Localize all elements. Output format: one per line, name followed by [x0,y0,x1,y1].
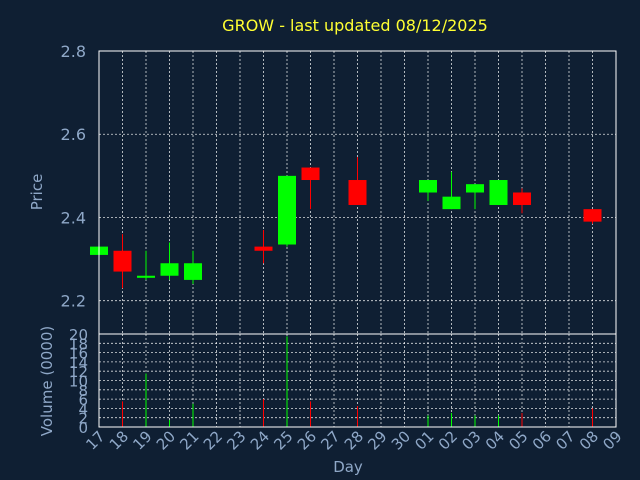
x-tick-label: 18 [106,427,132,453]
candle-body [137,275,155,278]
x-tick-label: 19 [129,427,155,453]
x-tick-label: 09 [599,427,625,453]
x-tick-label: 02 [435,427,461,453]
candle-body [254,246,273,251]
x-tick-label: 08 [576,427,602,453]
candle-04 [489,180,508,205]
candle-25 [278,175,296,247]
candle-01 [419,180,437,201]
candle-03 [466,184,484,210]
price-panel: 2.2 2.4 2.6 2.8 [61,42,617,335]
x-tick-label: 28 [341,427,367,453]
candle-21 [184,250,202,285]
x-tick-label: 25 [270,427,296,453]
price-tick-label: 2.8 [61,42,86,61]
candle-26 [301,167,320,210]
volume-tick-label: 8 [78,382,88,400]
candle-28 [348,157,367,205]
volume-tick-label: 10 [69,373,88,391]
x-axis-label: Day [333,458,363,476]
x-tick-label: 23 [223,427,249,453]
volume-axis-label: Volume (0000) [38,326,56,436]
x-tick-label: 30 [388,427,414,453]
candle-body [348,180,367,205]
volume-tick-label: 4 [78,400,88,418]
chart-title: GROW - last updated 08/12/2025 [222,16,488,35]
volume-tick-label: 20 [69,326,88,344]
x-tick-label: 05 [505,427,531,453]
volume-tick-label: 18 [69,335,88,353]
price-axis-label: Price [28,174,46,211]
candle-08 [583,209,602,224]
volume-frame [98,333,617,428]
volume-tick-label: 6 [78,391,88,409]
price-tick-label: 2.4 [61,208,86,227]
candle-body [583,209,602,222]
volume-tick-label: 12 [69,363,88,381]
x-tick-label: 27 [317,427,343,453]
x-tick-label: 04 [482,427,508,453]
x-tick-label: 24 [247,427,273,453]
candle-19 [137,250,155,280]
candle-body [278,175,296,245]
x-tick-label: 07 [552,427,578,453]
x-tick-label: 26 [294,427,320,453]
volume-tick-label: 2 [78,410,88,428]
candle-body [489,180,508,205]
candle-18 [113,234,132,289]
x-tick-label: 22 [200,427,226,453]
x-tick-label: 20 [153,427,179,453]
volume-tick-label: 14 [69,354,88,372]
x-tick-label: 03 [458,427,484,453]
candle-05 [513,188,531,214]
price-y-ticks: 2.2 2.4 2.6 2.8 [61,42,86,311]
candle-body [513,192,531,205]
candle-02 [442,171,461,210]
candle-body [442,196,461,210]
price-tick-label: 2.2 [61,292,86,311]
x-tick-label: 29 [364,427,390,453]
candle-body [184,263,202,280]
candle-24 [254,229,273,264]
candle-body [419,180,437,193]
candle-body [160,263,179,276]
candle-body [113,250,132,272]
volume-tick-label: 16 [69,345,88,363]
price-tick-label: 2.6 [61,125,86,144]
price-candles [90,157,602,289]
volume-tick-label: 0 [78,419,88,437]
volume-bars [98,336,593,427]
candle-20 [160,242,179,280]
x-tick-label: 06 [529,427,555,453]
candle-body [466,184,484,193]
x-tick-label: 21 [176,427,202,453]
x-tick-label: 01 [411,427,437,453]
x-axis-ticks: 1718192021222324252627282930010203040506… [82,427,625,453]
candle-body [301,167,320,181]
